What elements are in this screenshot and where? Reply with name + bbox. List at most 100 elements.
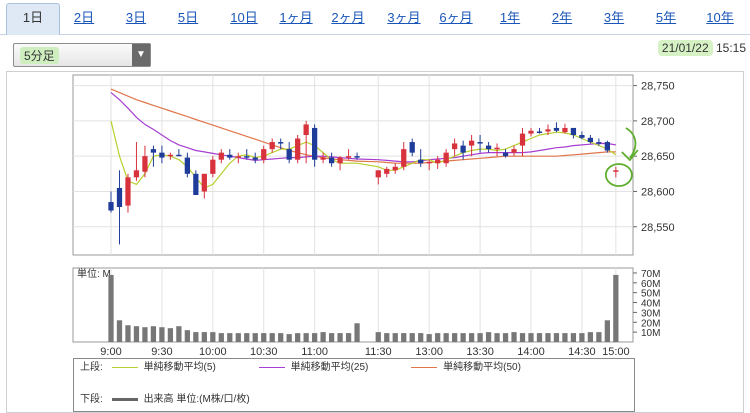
y-tick-label: 28,600 xyxy=(641,186,675,198)
tab-12[interactable]: 5年 xyxy=(655,10,677,25)
legend-volume: 出来高 単位:(M株/口/枚) xyxy=(143,394,250,405)
volume-bar xyxy=(252,333,258,342)
volume-bar xyxy=(409,333,415,342)
volume-bar xyxy=(545,333,551,342)
x-tick-label: 13:30 xyxy=(466,346,494,358)
x-tick-label: 14:00 xyxy=(517,346,545,358)
x-tick-label: 11:00 xyxy=(301,346,328,358)
volume-bar xyxy=(133,326,140,342)
ma50-swatch xyxy=(411,366,438,368)
candle-body xyxy=(150,149,157,153)
candle-body xyxy=(320,157,326,160)
tab-0[interactable]: 1日 xyxy=(6,3,60,35)
chevron-down-icon[interactable]: ▼ xyxy=(132,44,150,66)
tab-4[interactable]: 10日 xyxy=(230,10,258,25)
volume-tick-label: 70M xyxy=(641,269,660,280)
volume-bar xyxy=(502,333,509,342)
candle-body xyxy=(201,173,207,192)
x-tick-label: 9:30 xyxy=(151,346,172,358)
volume-bar xyxy=(278,333,284,342)
volume-bar xyxy=(375,332,381,342)
candle-body xyxy=(176,154,182,157)
volume-bar xyxy=(392,333,398,342)
volume-bar xyxy=(604,320,610,342)
candle-body xyxy=(278,142,284,144)
volume-bar xyxy=(201,332,207,342)
x-tick-label: 15:00 xyxy=(602,346,630,358)
candle-body xyxy=(468,140,475,146)
tab-10[interactable]: 2年 xyxy=(551,10,573,25)
y-tick-label: 28,750 xyxy=(641,81,675,93)
candle-body xyxy=(613,170,619,172)
candle-body xyxy=(184,157,190,174)
volume-bar xyxy=(193,332,199,342)
timestamp-date: 21/01/22 xyxy=(657,40,713,56)
candle-body xyxy=(210,159,216,174)
volume-bar xyxy=(485,332,492,342)
volume-bar xyxy=(435,333,441,342)
ma5-line xyxy=(110,120,617,189)
candle-body xyxy=(519,133,526,146)
volume-bar xyxy=(159,327,165,342)
candle-body xyxy=(244,156,250,158)
volume-bar xyxy=(477,333,483,342)
candle-body xyxy=(392,166,398,171)
tab-2[interactable]: 3日 xyxy=(125,10,147,25)
candle-body xyxy=(452,143,458,150)
volume-bar xyxy=(596,332,602,342)
volume-bar xyxy=(452,333,458,342)
tab-5[interactable]: 1ヶ月 xyxy=(279,10,313,25)
candle-body xyxy=(485,145,492,150)
candle-body xyxy=(375,170,381,178)
candle-body xyxy=(345,156,352,158)
tab-6[interactable]: 2ヶ月 xyxy=(331,10,365,25)
volume-bar xyxy=(286,334,292,342)
volume-bar xyxy=(587,332,594,342)
volume-swatch xyxy=(111,397,138,401)
volume-bar xyxy=(401,333,407,342)
x-tick-label: 9:00 xyxy=(100,346,121,358)
volume-tick-label: 60M xyxy=(641,279,660,290)
volume-bar xyxy=(244,333,250,342)
volume-bar xyxy=(468,333,475,342)
volume-bar xyxy=(218,333,224,342)
candle-body xyxy=(545,129,551,132)
volume-bar xyxy=(312,333,318,342)
price-plot-frame xyxy=(72,74,634,256)
candle-body xyxy=(494,147,500,150)
y-tick-label: 28,650 xyxy=(641,151,675,163)
volume-tick-label: 30M xyxy=(641,308,660,319)
volume-bar xyxy=(443,333,449,342)
tab-8[interactable]: 6ヶ月 xyxy=(439,10,473,25)
volume-unit-label: 単位: M xyxy=(77,267,111,280)
volume-bar xyxy=(167,328,174,342)
tab-7[interactable]: 3ヶ月 xyxy=(387,10,421,25)
volume-bar xyxy=(320,332,326,342)
volume-bar xyxy=(511,332,517,342)
x-tick-label: 10:00 xyxy=(199,346,227,358)
tab-1[interactable]: 2日 xyxy=(73,10,95,25)
candle-body xyxy=(303,124,309,135)
tab-9[interactable]: 1年 xyxy=(499,10,521,25)
candle-body xyxy=(401,149,407,167)
legend-ma5: 単純移動平均(5) xyxy=(143,362,216,373)
volume-bar xyxy=(354,323,360,342)
candle-body xyxy=(354,156,360,158)
volume-bar xyxy=(519,333,526,342)
legend-lower-label: 下段: xyxy=(80,394,103,405)
volume-bar xyxy=(295,333,301,342)
candle-body xyxy=(460,145,466,153)
volume-bar xyxy=(562,333,568,342)
volume-bar xyxy=(303,333,309,342)
tab-3[interactable]: 5日 xyxy=(177,10,199,25)
volume-bar xyxy=(579,333,585,342)
annotation-arrow-head xyxy=(621,149,639,162)
volume-tick-label: 40M xyxy=(641,299,660,310)
tab-11[interactable]: 3年 xyxy=(603,10,625,25)
tab-13[interactable]: 10年 xyxy=(706,10,734,25)
candle-body xyxy=(312,127,318,160)
volume-bar xyxy=(570,333,577,342)
timestamp: 21/01/22 15:15 xyxy=(657,40,746,56)
interval-select[interactable]: 5分足 ▼ xyxy=(13,43,151,67)
